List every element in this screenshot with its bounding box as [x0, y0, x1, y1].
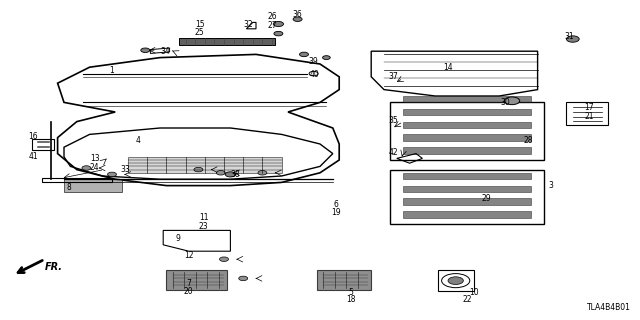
- Text: 8: 8: [67, 183, 72, 192]
- Circle shape: [300, 52, 308, 57]
- Text: 3: 3: [548, 181, 553, 190]
- Text: 31: 31: [564, 32, 575, 41]
- Circle shape: [220, 257, 228, 261]
- Text: 15: 15: [195, 20, 205, 28]
- Text: 37: 37: [388, 72, 399, 81]
- Text: 33: 33: [120, 165, 130, 174]
- Polygon shape: [128, 157, 282, 173]
- Text: 22: 22: [463, 295, 472, 304]
- Text: 41: 41: [28, 152, 38, 161]
- Text: 21: 21: [584, 112, 593, 121]
- Circle shape: [566, 36, 579, 42]
- Text: 36: 36: [292, 10, 303, 19]
- Text: 6: 6: [333, 200, 339, 209]
- Circle shape: [239, 276, 248, 281]
- Text: 28: 28: [524, 136, 532, 145]
- Circle shape: [273, 21, 284, 27]
- Circle shape: [141, 48, 150, 52]
- Text: 14: 14: [443, 63, 453, 72]
- Circle shape: [504, 97, 520, 105]
- Text: 42: 42: [388, 148, 399, 156]
- Circle shape: [258, 171, 267, 175]
- Text: 20: 20: [184, 287, 194, 296]
- Polygon shape: [179, 38, 275, 45]
- Text: 4: 4: [135, 136, 140, 145]
- Polygon shape: [317, 270, 371, 290]
- Text: 19: 19: [331, 208, 341, 217]
- Text: 38: 38: [230, 170, 241, 179]
- Text: 25: 25: [195, 28, 205, 36]
- Circle shape: [323, 56, 330, 60]
- Text: 40: 40: [310, 70, 320, 79]
- Polygon shape: [403, 96, 531, 102]
- Text: 7: 7: [186, 279, 191, 288]
- Polygon shape: [403, 198, 531, 205]
- Text: 39: 39: [308, 57, 319, 66]
- Circle shape: [293, 17, 302, 21]
- Text: 27: 27: [267, 21, 277, 30]
- Text: 23: 23: [198, 222, 209, 231]
- Circle shape: [225, 172, 236, 177]
- Text: 5: 5: [348, 288, 353, 297]
- Circle shape: [82, 166, 91, 170]
- Polygon shape: [403, 134, 531, 141]
- Text: 1: 1: [109, 66, 115, 75]
- Text: 34: 34: [160, 47, 170, 56]
- Text: 16: 16: [28, 132, 38, 140]
- Text: 10: 10: [468, 288, 479, 297]
- Text: 9: 9: [175, 234, 180, 243]
- Text: 26: 26: [267, 12, 277, 20]
- Circle shape: [216, 171, 225, 175]
- Text: 12: 12: [184, 252, 193, 260]
- Polygon shape: [166, 270, 227, 290]
- Circle shape: [274, 31, 283, 36]
- Text: 24: 24: [90, 163, 100, 172]
- Text: FR.: FR.: [45, 262, 63, 272]
- Polygon shape: [403, 147, 531, 154]
- Polygon shape: [64, 179, 122, 192]
- Polygon shape: [403, 109, 531, 115]
- Circle shape: [448, 277, 463, 284]
- Text: 29: 29: [481, 194, 492, 203]
- Circle shape: [108, 172, 116, 177]
- Text: 32: 32: [243, 20, 253, 28]
- Polygon shape: [403, 186, 531, 192]
- Text: 18: 18: [346, 295, 355, 304]
- Polygon shape: [403, 173, 531, 179]
- Text: 13: 13: [90, 154, 100, 163]
- Text: 35: 35: [388, 116, 399, 124]
- Polygon shape: [403, 122, 531, 128]
- Text: TLA4B4B01: TLA4B4B01: [586, 303, 630, 312]
- Circle shape: [194, 167, 203, 172]
- Polygon shape: [403, 211, 531, 218]
- Text: 11: 11: [199, 213, 208, 222]
- Text: 30: 30: [500, 98, 511, 107]
- Text: 17: 17: [584, 103, 594, 112]
